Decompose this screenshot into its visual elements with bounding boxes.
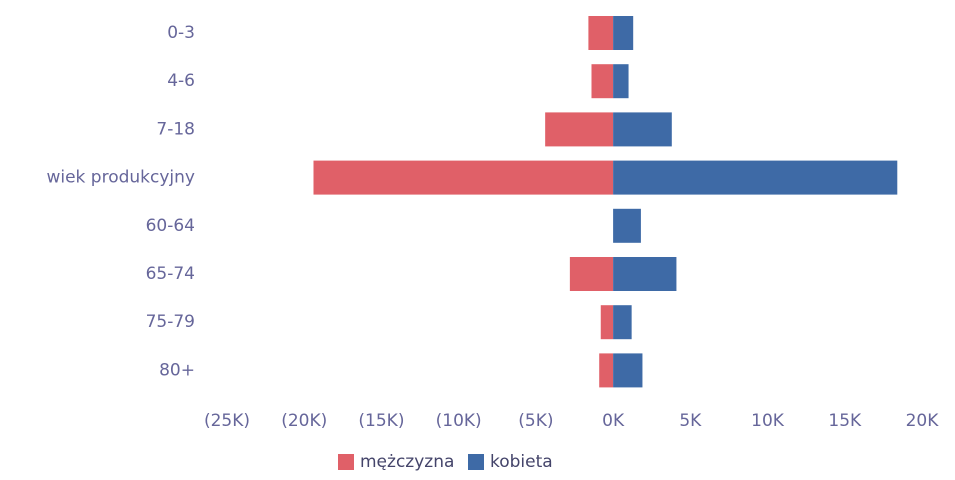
category-label-3: wiek produkcyjny [46,168,195,188]
category-label-2: 7-18 [156,119,195,139]
category-label-1: 4-6 [167,71,195,91]
x-tick-label-1: (20K) [281,411,327,431]
bar-male-5 [569,257,614,291]
bar-male-1 [591,64,614,99]
legend-swatch-male [338,454,354,470]
bar-female-6 [613,305,632,340]
x-tick-label-8: 15K [828,411,862,431]
category-label-4: 60-64 [146,216,195,236]
x-tick-label-3: (10K) [436,411,482,431]
bar-female-4 [613,208,641,243]
bar-male-2 [545,112,614,147]
x-tick-label-4: (5K) [518,411,553,431]
bar-female-0 [613,16,634,50]
x-tick-label-6: 5K [679,411,702,431]
bar-female-7 [613,353,643,388]
legend-swatch-female [468,454,484,470]
category-labels-group: 0-3 4-6 7-18 wiek produkcyjny 60-64 65-74 75-7… [46,23,195,380]
legend-label-male: mężczyzna [360,452,454,472]
x-tick-label-7: 10K [751,411,785,431]
bar-male-3 [313,160,614,195]
x-tick-label-5: 0K [602,411,625,431]
category-label-6: 75-79 [146,312,195,332]
bar-female-1 [613,64,629,99]
bar-female-3 [613,160,898,195]
x-tick-label-0: (25K) [204,411,250,431]
x-tick-label-9: 20K [906,411,940,431]
bar-male-0 [588,16,614,50]
bars-group [313,16,898,388]
legend: mężczyzna kobieta [338,452,553,472]
bar-male-6 [600,305,614,340]
bar-female-5 [613,257,677,291]
legend-label-female: kobieta [490,452,553,472]
x-axis-ticks-group: (25K) (20K) (15K) (10K) (5K) 0K 5K 10K 15K 20K [204,411,939,431]
bar-male-7 [599,353,614,388]
x-tick-label-2: (15K) [358,411,404,431]
category-label-0: 0-3 [167,23,195,43]
bar-female-2 [613,112,672,147]
category-label-7: 80+ [159,360,195,380]
category-label-5: 65-74 [146,264,195,284]
